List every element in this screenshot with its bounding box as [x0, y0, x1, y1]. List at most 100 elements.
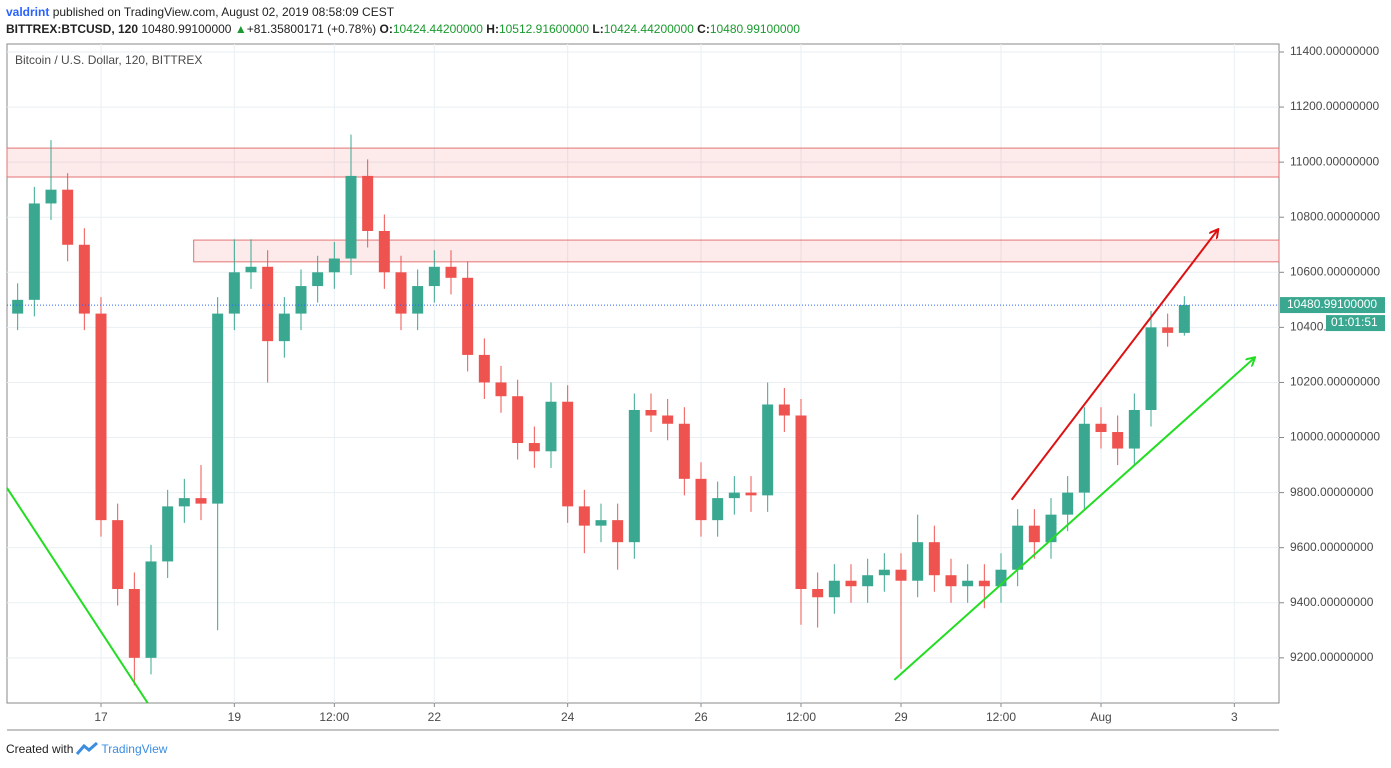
candle-body [612, 520, 624, 543]
candle-body [428, 266, 440, 287]
quote-line: BITTREX:BTCUSD, 120 10480.99100000 ▲+81.… [6, 22, 800, 36]
candle-body [328, 258, 340, 273]
trend-line [893, 358, 1254, 681]
candle-body [478, 354, 490, 383]
candle-body [578, 506, 590, 526]
candle-body [178, 498, 190, 507]
candle-body [228, 272, 240, 314]
author[interactable]: valdrint [6, 5, 50, 19]
trend-line [1010, 230, 1218, 501]
candle-body [128, 588, 140, 658]
candle-body [912, 542, 924, 581]
ohlc-value: 10424.44200000 [603, 22, 694, 36]
candle-body [145, 561, 157, 658]
candle-body [828, 580, 840, 598]
candle-body [928, 542, 940, 576]
candle-body [845, 580, 857, 587]
x-tick-label: 17 [94, 710, 108, 724]
candle-body [245, 266, 257, 273]
ohlc-value: 10512.91600000 [498, 22, 590, 36]
publish-info: published on TradingView.com, August 02,… [52, 5, 395, 19]
candle-body [1112, 432, 1124, 449]
ohlc-label: L: [592, 22, 604, 36]
last-price-label: 10480.99100000 [1287, 297, 1377, 311]
candle-body [312, 272, 324, 287]
candle-body [1045, 514, 1057, 543]
candle-body [495, 382, 507, 397]
candle-body [595, 520, 607, 526]
candle-body [695, 478, 707, 521]
x-tick-label: 29 [894, 710, 908, 724]
candle-body [678, 423, 690, 479]
publish-line: valdrint published on TradingView.com, A… [6, 5, 394, 19]
candle-body [545, 401, 557, 452]
candle-body [962, 580, 974, 587]
y-tick-label: 9800.00000000 [1290, 485, 1374, 499]
candle-body [978, 580, 990, 587]
y-tick-label: 10800.00000000 [1290, 209, 1380, 223]
ohlc-value: 10480.99100000 [709, 22, 800, 36]
y-tick-label: 11200.00000000 [1290, 99, 1380, 113]
y-tick-label: 10600.00000000 [1290, 264, 1380, 278]
candle-body [645, 409, 657, 416]
candle-body [1095, 423, 1107, 433]
candle-body [1178, 305, 1190, 333]
candle-body [262, 266, 274, 342]
candle-body [445, 266, 457, 278]
candle-body [195, 498, 207, 504]
change-arrow: ▲ [234, 22, 247, 36]
x-tick-label: 12:00 [319, 710, 349, 724]
price: 10480.99100000 [141, 22, 232, 36]
brand[interactable]: TradingView [101, 742, 168, 756]
resistance-zone [6, 147, 1280, 178]
candle-body [1012, 525, 1024, 570]
candle-body [462, 277, 474, 355]
candle-body [162, 506, 174, 562]
logo [76, 742, 99, 755]
x-tick-label: 12:00 [786, 710, 816, 724]
candle-body [878, 569, 890, 576]
candle-body [412, 286, 424, 314]
candle-body [895, 569, 907, 581]
x-tick-label: 24 [561, 710, 575, 724]
plot-frame [6, 43, 1280, 704]
candle-body [112, 520, 124, 589]
trend-line [6, 487, 149, 704]
x-tick-label: 12:00 [986, 710, 1016, 724]
resistance-zone [193, 239, 1280, 263]
candle-body [395, 272, 407, 314]
footer: Created with TradingView [6, 742, 167, 756]
candle-body [212, 313, 224, 504]
y-tick-label: 9600.00000000 [1290, 540, 1374, 554]
x-tick-label: 3 [1231, 710, 1238, 724]
candle-body [778, 404, 790, 416]
candle-body [1028, 525, 1040, 543]
candle-body [812, 588, 824, 598]
y-tick-label: 9400.00000000 [1290, 595, 1374, 609]
candle-body [1078, 423, 1090, 493]
y-tick-label: 11400.00000000 [1290, 44, 1380, 58]
candle-body [28, 203, 40, 300]
candle-body [562, 401, 574, 507]
candle-body [728, 492, 740, 499]
x-tick-label: 22 [428, 710, 442, 724]
created-with: Created with [6, 742, 74, 756]
candle-body [95, 313, 107, 521]
countdown-box [1326, 315, 1385, 332]
candle-body [378, 230, 390, 273]
candle-body [745, 492, 757, 496]
chart-title: Bitcoin / U.S. Dollar, 120, BITTREX [15, 53, 202, 67]
candle-body [862, 575, 874, 587]
candle-body [362, 175, 374, 231]
candle-body [345, 175, 357, 259]
candle-body [1145, 327, 1157, 410]
candle-body [995, 569, 1007, 587]
change: +81.35800171 (+0.78%) [246, 22, 377, 36]
candle-body [278, 313, 290, 342]
plot [6, 44, 1280, 704]
ohlc-label: H: [486, 22, 499, 36]
ohlc-label: C: [697, 22, 710, 36]
candle-body [295, 286, 307, 314]
